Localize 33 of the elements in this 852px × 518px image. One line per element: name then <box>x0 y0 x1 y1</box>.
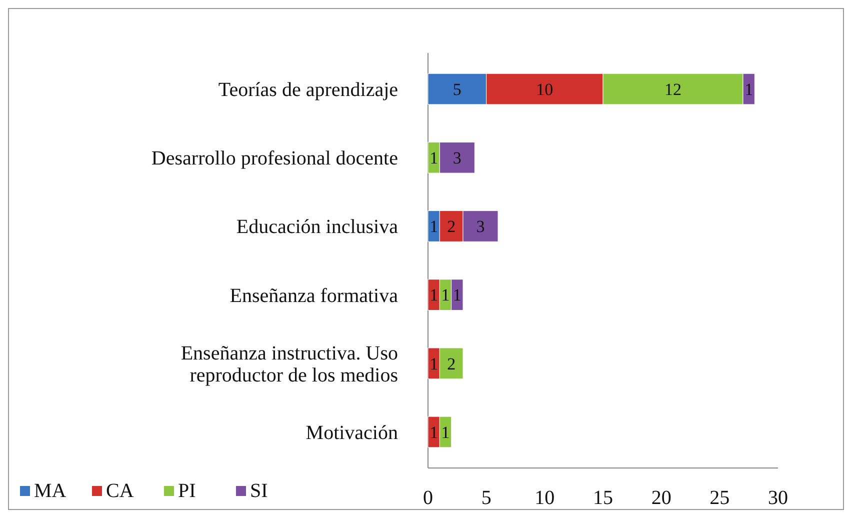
data-label: 1 <box>430 354 438 374</box>
data-label: 1 <box>430 286 438 305</box>
data-label: 3 <box>476 217 485 236</box>
legend-label: CA <box>106 480 134 502</box>
y-tick-label: Enseñanza formativa <box>230 284 398 307</box>
data-label: 1 <box>744 80 754 99</box>
y-tick-label: Desarrollo profesional docente <box>151 148 398 170</box>
data-label: 1 <box>430 148 438 168</box>
x-tick-label: 20 <box>651 487 672 509</box>
data-label: 3 <box>452 148 462 168</box>
legend-label: MA <box>34 480 67 502</box>
data-label: 1 <box>452 286 462 305</box>
y-tick-label: Educación inclusiva <box>236 216 398 238</box>
data-label: 2 <box>447 354 456 374</box>
data-label: 1 <box>441 422 450 442</box>
x-tick-label: 15 <box>593 487 613 509</box>
x-tick-label: 5 <box>481 487 492 509</box>
y-tick-label: Enseñanza instructiva. Uso reproductor de los medios <box>180 342 398 386</box>
data-label: 2 <box>447 217 456 236</box>
x-tick-label: 25 <box>710 487 730 509</box>
legend-label: PI <box>178 480 196 502</box>
y-tick-label: Motivación <box>306 422 398 444</box>
legend-label: SI <box>250 480 268 502</box>
data-label: 10 <box>536 80 554 99</box>
x-tick-label: 10 <box>534 487 555 509</box>
data-label: 12 <box>664 80 682 99</box>
x-tick-label: 30 <box>768 487 788 509</box>
x-tick-label: 0 <box>423 487 433 509</box>
data-label: 5 <box>452 80 462 99</box>
data-label: 1 <box>430 217 438 236</box>
y-tick-label: Teorías de aprendizaje <box>218 79 398 102</box>
data-label: 1 <box>441 286 450 305</box>
data-label: 1 <box>430 422 438 442</box>
